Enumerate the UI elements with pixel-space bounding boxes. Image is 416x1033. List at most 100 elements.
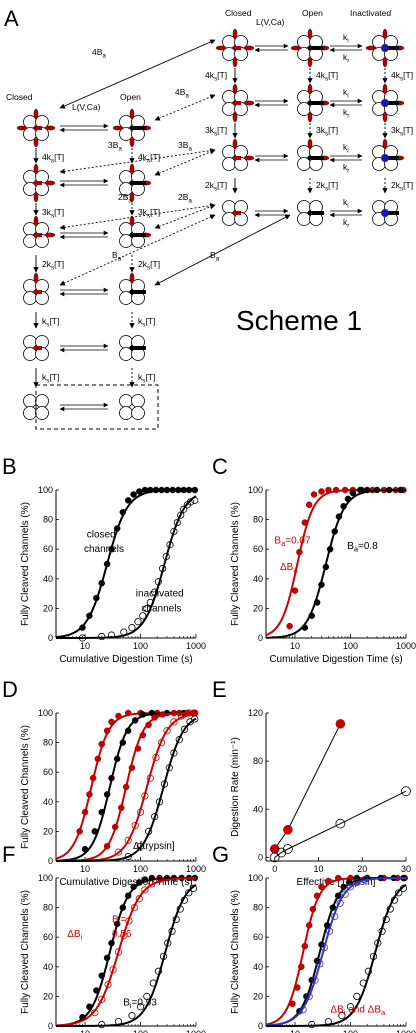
header-inactivated: Inactivated (350, 8, 391, 18)
data-point (119, 739, 127, 746)
data-point (113, 755, 121, 763)
x-tick-label: 10 (290, 1029, 300, 1033)
data-point (335, 513, 343, 520)
data-point (349, 489, 357, 497)
data-point (98, 632, 106, 641)
b-a-transition (154, 204, 216, 229)
y-axis-label: Fully Cleaved Channels (%) (20, 890, 31, 1014)
gate-closed-bar (34, 233, 42, 237)
state-open (290, 28, 330, 68)
inactivation-ball (33, 272, 39, 284)
data-point (173, 518, 181, 527)
data-point (86, 612, 93, 620)
data-point (340, 503, 347, 510)
channel-subunit (23, 406, 37, 420)
data-point (124, 497, 132, 504)
data-point (397, 486, 404, 494)
data-point (341, 486, 349, 494)
data-point (128, 624, 136, 632)
gate-closed-bar (233, 156, 241, 160)
y-tick-label: 0 (48, 1021, 53, 1031)
series (269, 786, 411, 863)
data-point (108, 718, 115, 726)
chart-annotation: ΔBa (280, 562, 298, 575)
y-tick-label: 80 (43, 903, 53, 913)
data-point (191, 486, 199, 494)
fit-curve (56, 495, 197, 639)
left-state-closed (23, 335, 49, 361)
b-a-transition (154, 149, 216, 176)
chart-annotation: ΔBi and ΔBa (330, 1005, 386, 1018)
inactivation-ball (382, 28, 388, 40)
k-reverse-label: kr (343, 217, 350, 230)
chart-annotation: Bi=0.93 (123, 997, 157, 1010)
b-a-label: 4Ba (92, 47, 106, 60)
gate-closed-bar (34, 181, 42, 185)
gate-open-bar (130, 181, 146, 185)
data-point (291, 587, 299, 594)
data-point (301, 624, 309, 631)
k-forward-label: ki (343, 197, 349, 210)
cleavage-rate-label: 2ks[T] (391, 180, 413, 193)
y-tick-label: 60 (253, 932, 263, 942)
b-a-label: 2Ba (178, 192, 192, 205)
chart-panel-g: G020406080100101001000Cumulative Digesti… (212, 842, 416, 1033)
fully-cleaved-state (23, 394, 49, 420)
y-tick-label: 0 (48, 633, 53, 643)
y-tick-label: 0 (258, 1021, 263, 1031)
data-point (382, 915, 390, 924)
data-point (169, 486, 176, 494)
b-a-label: Ba (112, 250, 122, 263)
inactivation-ball (44, 232, 56, 238)
data-point (119, 508, 127, 516)
y-tick-label: 80 (43, 738, 53, 748)
inactivation-ball (129, 272, 135, 284)
series (56, 883, 198, 1029)
data-point (143, 604, 151, 613)
y-tick-label: 0 (258, 633, 263, 643)
data-point (163, 486, 171, 494)
left-header-open: Open (120, 92, 141, 102)
cleavage-rate-label: 3ks[T] (316, 125, 338, 138)
data-point (134, 745, 142, 752)
data-point (318, 883, 325, 891)
data-point (139, 731, 147, 739)
data-point (353, 992, 361, 1001)
data-point (170, 749, 178, 757)
inactivation-ball (232, 83, 238, 95)
data-point (175, 486, 182, 494)
gate-open-bar (383, 46, 399, 50)
state-closed (222, 138, 255, 171)
left-header-closed: Closed (6, 92, 33, 102)
data-point (308, 1020, 316, 1029)
inactivation-ball (232, 28, 238, 40)
state-closed (222, 83, 255, 123)
inactivation-ball (382, 138, 388, 150)
y-tick-label: 20 (253, 991, 263, 1001)
inactivation-ball (365, 45, 377, 51)
data-point (334, 892, 342, 900)
k-reverse-label: kr (343, 52, 350, 65)
fit-curve (55, 877, 196, 1027)
chart-annotation: Bi= (112, 914, 126, 927)
data-point (158, 738, 166, 747)
x-tick-label: 100 (343, 1029, 358, 1033)
data-point (325, 877, 332, 885)
cleavage-rate-label: 2ks[T] (316, 180, 338, 193)
data-point (353, 878, 361, 887)
y-tick-label: 40 (43, 574, 53, 584)
x-axis-label: Cumulative Digestion Time (s) (59, 877, 192, 888)
data-point (120, 628, 128, 636)
inactivation-ball (33, 191, 39, 203)
chart-annotation: closed (87, 529, 116, 540)
data-point (146, 774, 154, 782)
x-tick-label: 10 (80, 864, 90, 874)
data-point (103, 560, 111, 568)
inactivation-ball (307, 83, 313, 95)
state-inactivated (365, 28, 405, 68)
data-point (191, 496, 199, 504)
series (56, 495, 199, 642)
data-point (124, 709, 132, 717)
data-point (79, 624, 86, 631)
cleavage-rate-label: 4ks[T] (316, 70, 338, 83)
